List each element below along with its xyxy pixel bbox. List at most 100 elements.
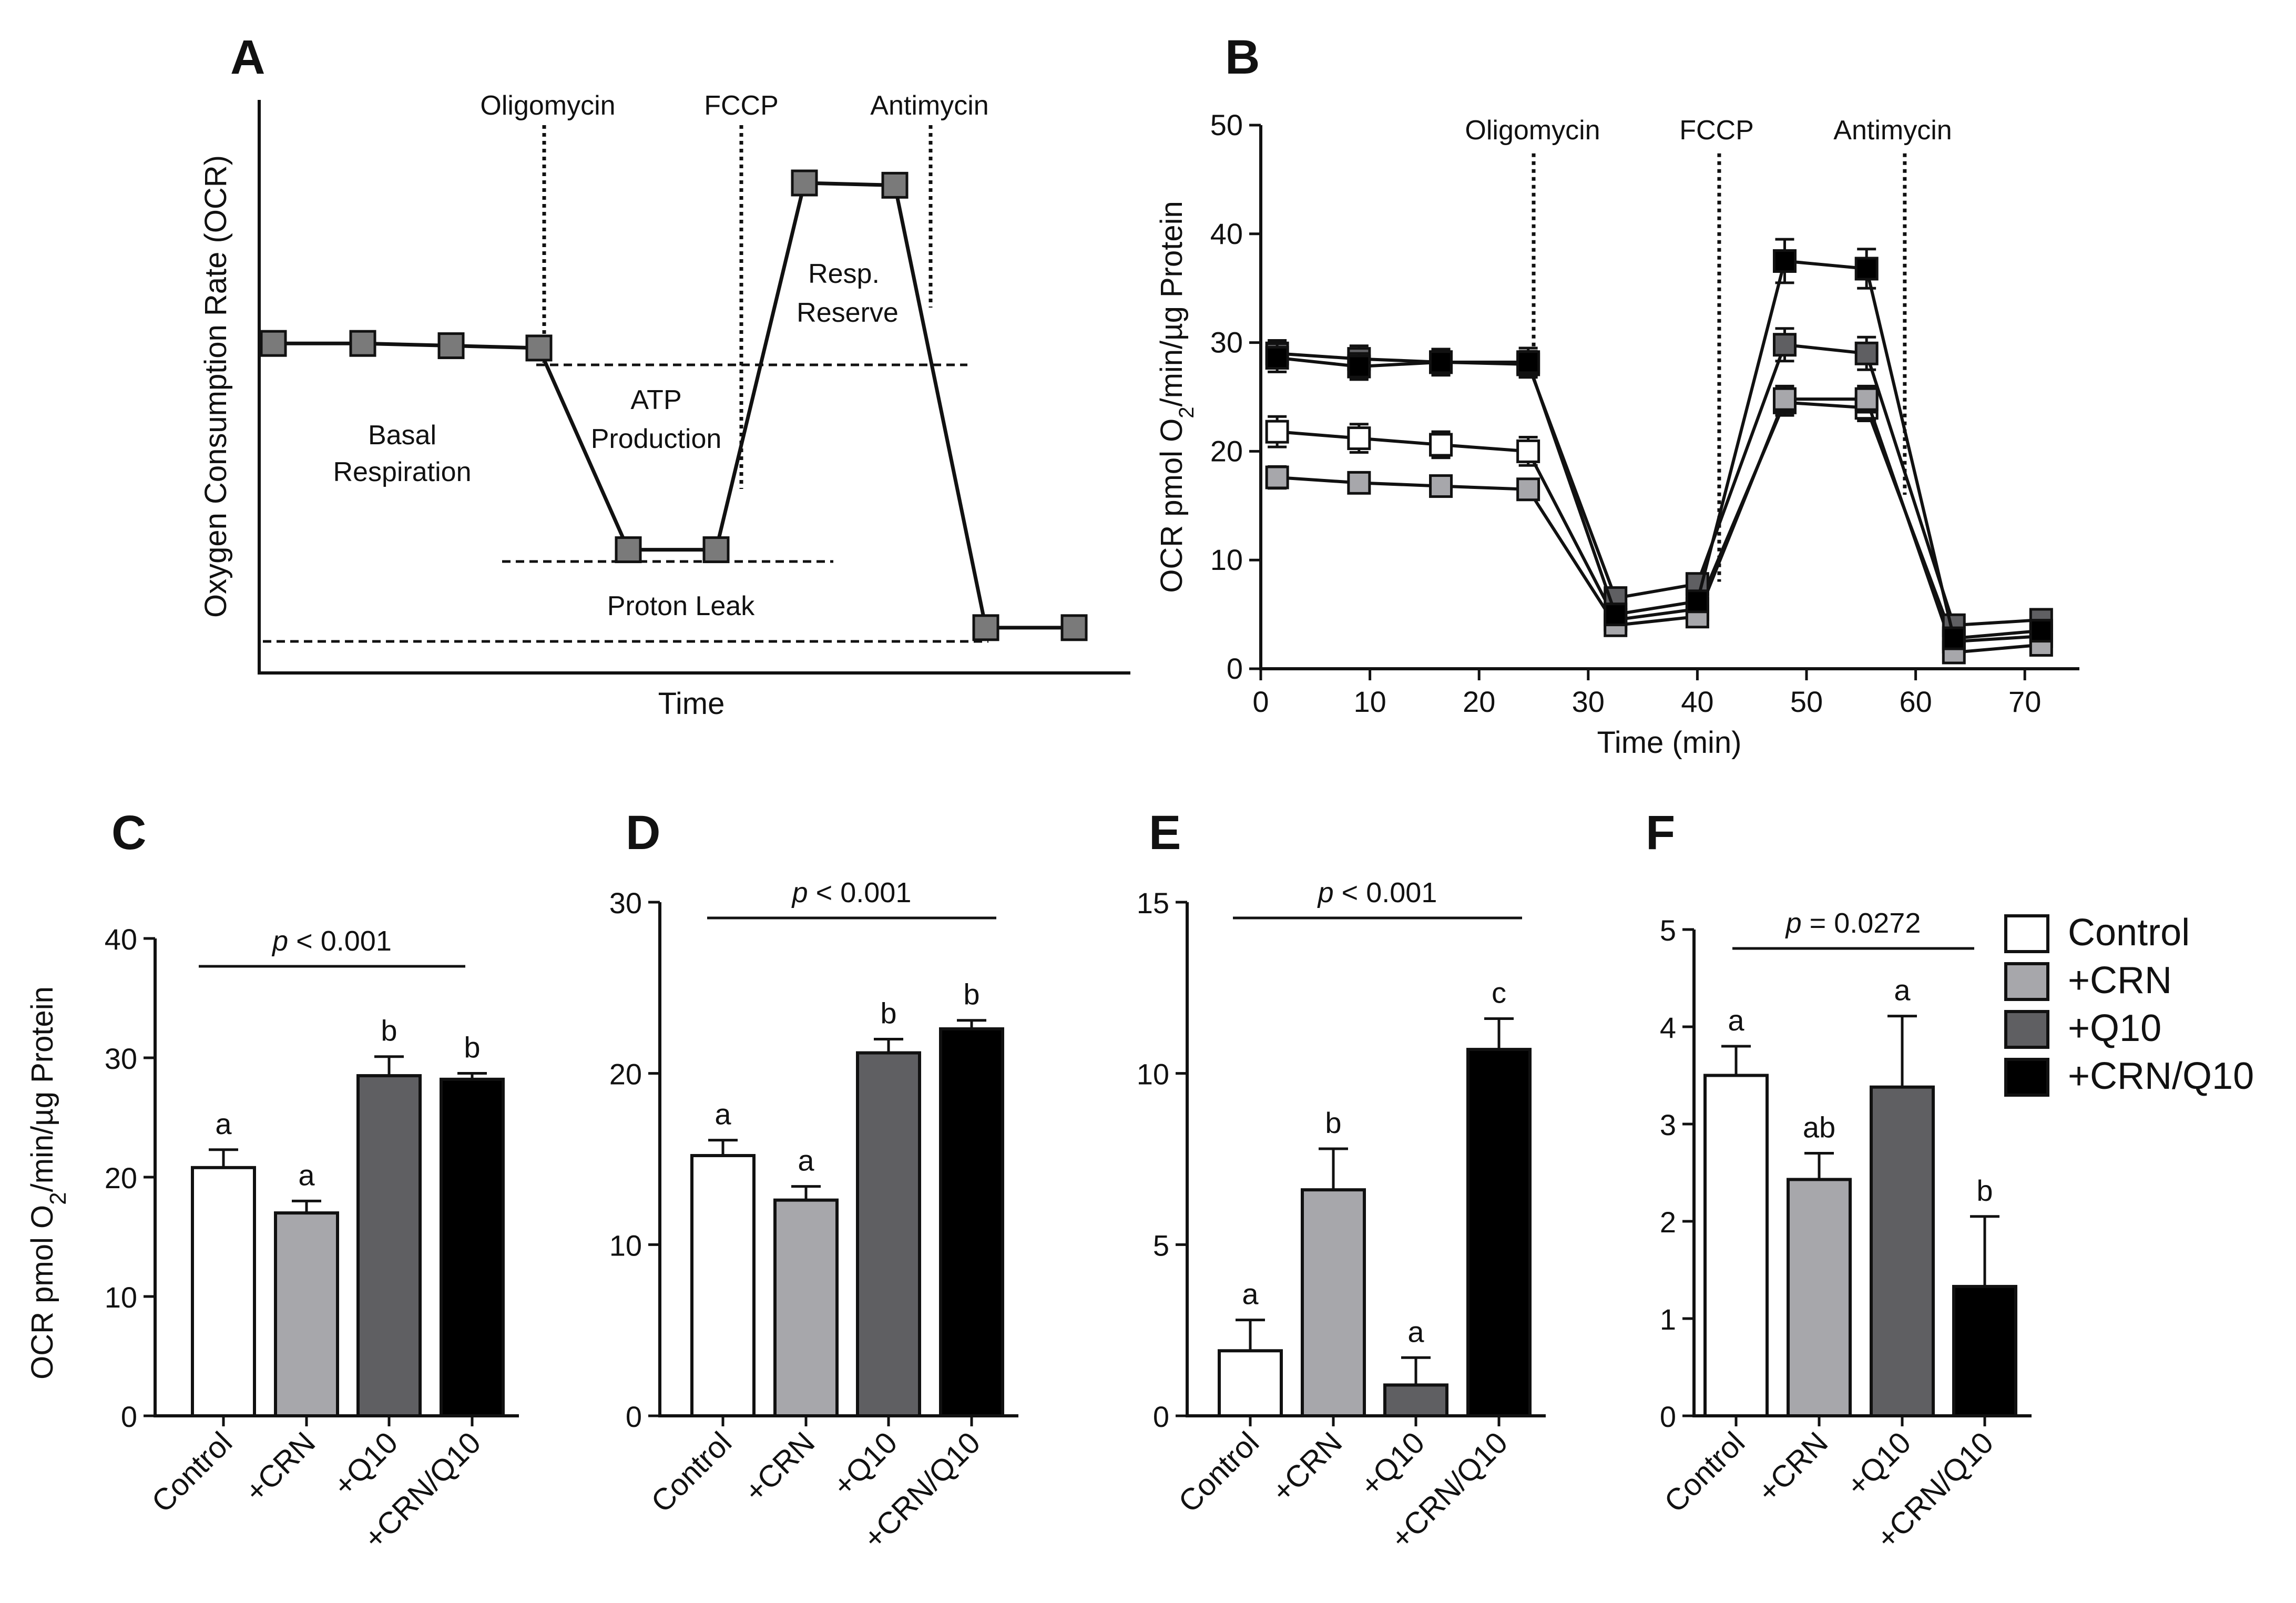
panel-a-annotation-basal: Basal	[368, 420, 436, 451]
panel-b-point-q10-7	[1772, 333, 1797, 357]
panel-d-y-tick-30: 30	[609, 886, 642, 920]
panel-f-y-tick-1: 1	[1660, 1303, 1676, 1336]
panel-c-bar-q10	[356, 1074, 422, 1418]
legend-swatch-crn	[2004, 962, 2049, 1001]
panel-b-point-crn_q10-1	[1265, 346, 1289, 370]
panel-a-ocr-trace	[273, 181, 1074, 630]
panel-d-p-value: p < 0.001	[791, 877, 912, 908]
panel-d-sig-letter-q10: b	[880, 997, 896, 1030]
panel-a-marker-10	[1060, 614, 1088, 641]
panel-b-point-crn-8	[1854, 387, 1879, 411]
panel-letter-b: B	[1225, 30, 1260, 84]
panel-f-sig-letter-crn_q10: b	[1976, 1174, 1993, 1207]
legend-label-control: Control	[2068, 912, 2190, 954]
panel-b-point-crn-3	[1429, 474, 1453, 498]
panel-a-y-label: Oxygen Consumption Rate (OCR)	[199, 155, 233, 618]
panel-b-point-crn-4	[1516, 477, 1540, 502]
panel-d-bar-crn	[773, 1198, 839, 1417]
panel-b-point-crn-1	[1265, 465, 1289, 489]
panel-a-marker-1	[260, 330, 287, 357]
panel-b-point-q10-8	[1854, 341, 1879, 365]
panel-a-annotation-atp: ATP	[630, 385, 681, 415]
panel-b-point-crn_q10-4	[1516, 350, 1540, 374]
panel-a-annotation-reserve: Reserve	[797, 298, 899, 328]
panel-b-point-crn_q10-2	[1347, 354, 1371, 379]
panel-a-marker-2	[349, 330, 376, 357]
panel-c-y-tick-0: 0	[121, 1400, 137, 1433]
panel-letter-d: D	[626, 806, 660, 860]
panel-b-point-control-3	[1429, 433, 1453, 457]
panel-b-x-tick-30: 30	[1572, 685, 1605, 718]
panel-b-series-crn_q10	[1265, 238, 2053, 650]
panel-letter-f: F	[1646, 806, 1675, 860]
panel-b-y-tick-0: 0	[1227, 652, 1243, 685]
panel-b-point-crn_q10-7	[1772, 249, 1797, 273]
panel-b-y-tick-50: 50	[1210, 108, 1243, 141]
panel-a-marker-3	[437, 332, 465, 360]
panel-f-sig-letter-crn: ab	[1803, 1111, 1835, 1144]
panel-a-marker-6	[702, 536, 730, 564]
panel-f-sig-letter-q10: a	[1894, 974, 1911, 1007]
panel-e-bar-crn	[1301, 1188, 1366, 1418]
panel-c-y-tick-20: 20	[105, 1161, 137, 1194]
panel-a-marker-9	[972, 614, 999, 641]
panel-c-bar-crn	[274, 1211, 339, 1418]
panel-c-bar-crn_q10	[440, 1077, 505, 1418]
panel-c-y-tick-10: 10	[105, 1281, 137, 1314]
panel-a-annotation-production: Production	[591, 424, 722, 454]
panel-c-bar-control	[191, 1166, 256, 1418]
panel-b-y-tick-30: 30	[1210, 326, 1243, 359]
panel-b-point-crn_q10-5	[1604, 603, 1628, 627]
panel-f-y-tick-5: 5	[1660, 914, 1676, 947]
panel-b-point-crn_q10-3	[1429, 350, 1453, 374]
panel-e-sig-letter-crn_q10: c	[1492, 976, 1506, 1009]
panel-c-y-tick-30: 30	[105, 1042, 137, 1075]
panel-b-y-tick-10: 10	[1210, 543, 1243, 576]
panel-b-injection-oligomycin: Oligomycin	[1465, 115, 1600, 146]
panel-a-marker-8	[881, 171, 909, 199]
panel-f-bar-crn	[1787, 1178, 1852, 1417]
panel-c-p-value: p < 0.001	[271, 925, 392, 957]
panel-d-y-tick-20: 20	[609, 1058, 642, 1091]
panel-letter-a: A	[230, 30, 265, 84]
panel-c-sig-letter-crn: a	[298, 1158, 315, 1191]
panel-a-schematic: Oxygen Consumption Rate (OCR) Time Oligo…	[199, 90, 1130, 721]
legend-label-crn: +CRN	[2068, 959, 2172, 1002]
panel-d-y-tick-0: 0	[626, 1400, 642, 1433]
panel-d-y-tick-10: 10	[609, 1229, 642, 1262]
panel-b-point-crn_q10-10	[2029, 619, 2053, 643]
panel-b-time-course: 0 10 20 30 40 50 0 10 20 30 40 50 60 70 Time (min) O…	[1155, 108, 2079, 760]
panel-f-sig-letter-control: a	[1728, 1004, 1744, 1037]
panel-a-markers	[260, 169, 1088, 641]
panel-b-point-control-4	[1516, 439, 1540, 463]
panel-e-y-tick-0: 0	[1153, 1400, 1169, 1433]
panel-b-line-crn_q10	[1277, 259, 2042, 640]
panel-f-bar-control	[1703, 1074, 1769, 1417]
panel-f-y-tick-2: 2	[1660, 1206, 1676, 1239]
panel-e-y-tick-5: 5	[1153, 1229, 1169, 1262]
panel-a-injection-fccp: FCCP	[704, 90, 779, 121]
panel-d-sig-letter-crn_q10: b	[963, 978, 979, 1011]
panel-b-injection-antimycin: Antimycin	[1833, 115, 1952, 146]
panel-c-sig-letter-control: a	[215, 1107, 232, 1140]
panel-b-y-tick-20: 20	[1210, 434, 1243, 467]
panel-e-sig-letter-q10: a	[1407, 1315, 1424, 1348]
panel-e-sig-letter-crn: b	[1325, 1106, 1341, 1139]
panel-e-sig-letter-control: a	[1242, 1278, 1259, 1311]
panel-b-point-crn_q10-6	[1685, 589, 1709, 614]
panel-d-bar-control	[690, 1153, 756, 1417]
panel-d-sig-letter-crn: a	[798, 1144, 814, 1177]
panel-b-point-crn_q10-8	[1854, 257, 1879, 281]
panel-b-x-tick-50: 50	[1790, 685, 1823, 718]
panel-b-point-control-2	[1347, 426, 1371, 451]
panel-c-sig-letter-q10: b	[381, 1014, 397, 1047]
panel-b-line-crn	[1277, 397, 2042, 655]
legend-label-crn_q10: +CRN/Q10	[2068, 1055, 2254, 1097]
panel-a-x-label: Time	[658, 687, 725, 721]
panel-a-marker-5	[615, 536, 642, 564]
panel-a-annotation-resp: Resp.	[808, 259, 880, 289]
panel-b-x-ticks: 0 10 20 30 40 50 60 70	[1252, 669, 2041, 718]
panel-b-x-tick-40: 40	[1681, 685, 1713, 718]
legend: Control +CRN +Q10 +CRN/Q10	[2004, 912, 2254, 1097]
panel-b-injection-fccp: FCCP	[1679, 115, 1754, 146]
